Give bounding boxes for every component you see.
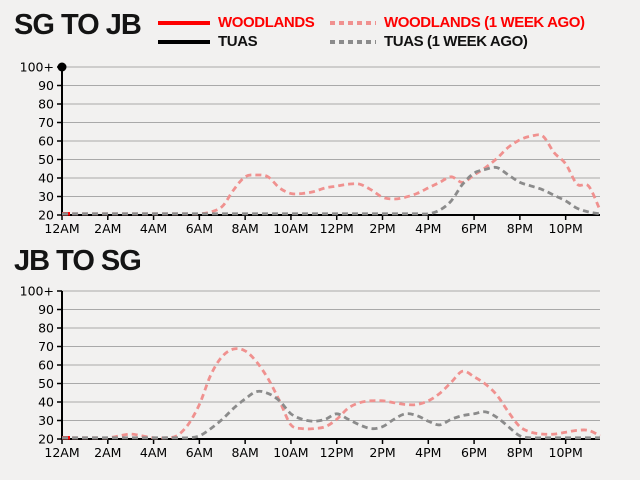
svg-text:8PM: 8PM — [507, 221, 533, 236]
svg-text:50: 50 — [38, 376, 54, 391]
svg-text:12PM: 12PM — [320, 221, 354, 236]
legend-item-woodlands-week-ago: WOODLANDS (1 WEEK AGO) — [330, 14, 585, 31]
svg-text:2PM: 2PM — [369, 221, 395, 236]
svg-text:90: 90 — [38, 302, 54, 317]
svg-text:2AM: 2AM — [94, 221, 121, 236]
legend-label-tuas: TUAS — [218, 33, 258, 50]
legend: WOODLANDS TUAS WOODLANDS (1 WEEK AGO) TU… — [0, 0, 640, 56]
svg-text:40: 40 — [38, 171, 54, 186]
svg-text:80: 80 — [38, 97, 54, 112]
tuas-line-swatch — [158, 40, 210, 44]
svg-text:12PM: 12PM — [320, 445, 354, 460]
svg-text:10AM: 10AM — [273, 445, 308, 460]
svg-text:20: 20 — [38, 208, 54, 223]
svg-text:4AM: 4AM — [140, 445, 167, 460]
svg-text:6PM: 6PM — [461, 445, 487, 460]
svg-text:20: 20 — [38, 432, 54, 447]
svg-text:80: 80 — [38, 321, 54, 336]
legend-label-tuas-week-ago: TUAS (1 WEEK AGO) — [384, 33, 528, 50]
svg-text:70: 70 — [38, 115, 54, 130]
legend-label-woodlands-week-ago: WOODLANDS (1 WEEK AGO) — [384, 14, 585, 31]
svg-text:70: 70 — [38, 339, 54, 354]
svg-text:100+: 100+ — [20, 284, 54, 299]
svg-text:4AM: 4AM — [140, 221, 167, 236]
svg-text:10PM: 10PM — [549, 445, 583, 460]
svg-text:40: 40 — [38, 395, 54, 410]
legend-item-woodlands: WOODLANDS — [158, 14, 315, 31]
svg-text:60: 60 — [38, 134, 54, 149]
chart-title-sg-to-jb: SG TO JB — [14, 9, 142, 41]
svg-text:10PM: 10PM — [549, 221, 583, 236]
svg-text:6AM: 6AM — [186, 221, 213, 236]
svg-text:2PM: 2PM — [369, 445, 395, 460]
svg-text:10AM: 10AM — [273, 221, 308, 236]
svg-text:2AM: 2AM — [94, 445, 121, 460]
svg-text:90: 90 — [38, 78, 54, 93]
svg-text:8PM: 8PM — [507, 445, 533, 460]
legend-label-woodlands: WOODLANDS — [218, 14, 315, 31]
svg-text:6PM: 6PM — [461, 221, 487, 236]
svg-text:8AM: 8AM — [232, 221, 259, 236]
chart-title-jb-to-sg: JB TO SG — [14, 245, 142, 277]
svg-text:60: 60 — [38, 358, 54, 373]
svg-text:30: 30 — [38, 189, 54, 204]
svg-text:6AM: 6AM — [186, 445, 213, 460]
woodlands-week-ago-dashed-swatch — [330, 21, 376, 25]
svg-text:4PM: 4PM — [415, 221, 441, 236]
legend-item-tuas-week-ago: TUAS (1 WEEK AGO) — [330, 33, 528, 50]
svg-text:4PM: 4PM — [415, 445, 441, 460]
svg-text:12AM: 12AM — [44, 445, 79, 460]
svg-text:12AM: 12AM — [44, 221, 79, 236]
svg-text:100+: 100+ — [20, 60, 54, 75]
woodlands-line-swatch — [158, 21, 210, 25]
svg-text:8AM: 8AM — [232, 445, 259, 460]
svg-text:30: 30 — [38, 413, 54, 428]
svg-text:50: 50 — [38, 152, 54, 167]
legend-item-tuas: TUAS — [158, 33, 258, 50]
tuas-week-ago-dashed-swatch — [330, 40, 376, 44]
